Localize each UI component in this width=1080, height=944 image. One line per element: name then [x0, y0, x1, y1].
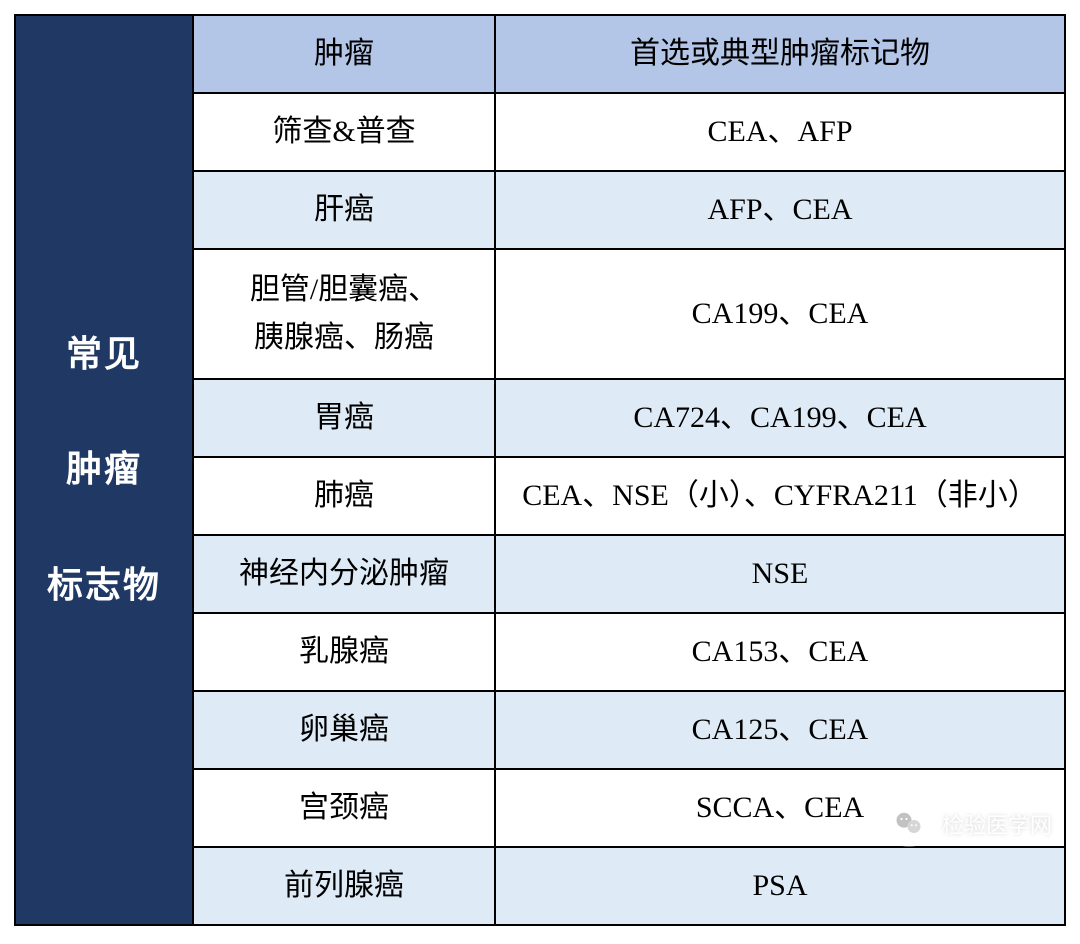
cell-marker: AFP、CEA — [495, 171, 1065, 249]
cell-tumor: 肝癌 — [193, 171, 495, 249]
cell-tumor: 肺癌 — [193, 457, 495, 535]
cell-tumor: 胆管/胆囊癌、胰腺癌、肠癌 — [193, 249, 495, 379]
cell-tumor: 乳腺癌 — [193, 613, 495, 691]
cell-tumor: 宫颈癌 — [193, 769, 495, 847]
header-tumor: 肿瘤 — [193, 15, 495, 93]
cell-marker: CA153、CEA — [495, 613, 1065, 691]
cell-tumor: 卵巢癌 — [193, 691, 495, 769]
cell-tumor: 胃癌 — [193, 379, 495, 457]
header-marker: 首选或典型肿瘤标记物 — [495, 15, 1065, 93]
cell-tumor: 筛查&普查 — [193, 93, 495, 171]
cell-marker: NSE — [495, 535, 1065, 613]
side-label: 常见肿瘤标志物 — [15, 15, 193, 925]
wechat-icon — [886, 801, 932, 847]
cell-marker: CA724、CA199、CEA — [495, 379, 1065, 457]
table-body: 常见肿瘤标志物肿瘤首选或典型肿瘤标记物筛查&普查CEA、AFP肝癌AFP、CEA… — [15, 15, 1065, 925]
cell-tumor: 前列腺癌 — [193, 847, 495, 925]
cell-marker: CEA、AFP — [495, 93, 1065, 171]
cell-marker: CA125、CEA — [495, 691, 1065, 769]
watermark-text: 检验医学网 — [942, 808, 1052, 840]
tumor-marker-table: 常见肿瘤标志物肿瘤首选或典型肿瘤标记物筛查&普查CEA、AFP肝癌AFP、CEA… — [14, 14, 1066, 926]
cell-marker: CA199、CEA — [495, 249, 1065, 379]
cell-tumor: 神经内分泌肿瘤 — [193, 535, 495, 613]
cell-marker: PSA — [495, 847, 1065, 925]
cell-marker: CEA、NSE（小）、CYFRA211（非小） — [495, 457, 1065, 535]
watermark: 检验医学网 — [886, 801, 1052, 847]
